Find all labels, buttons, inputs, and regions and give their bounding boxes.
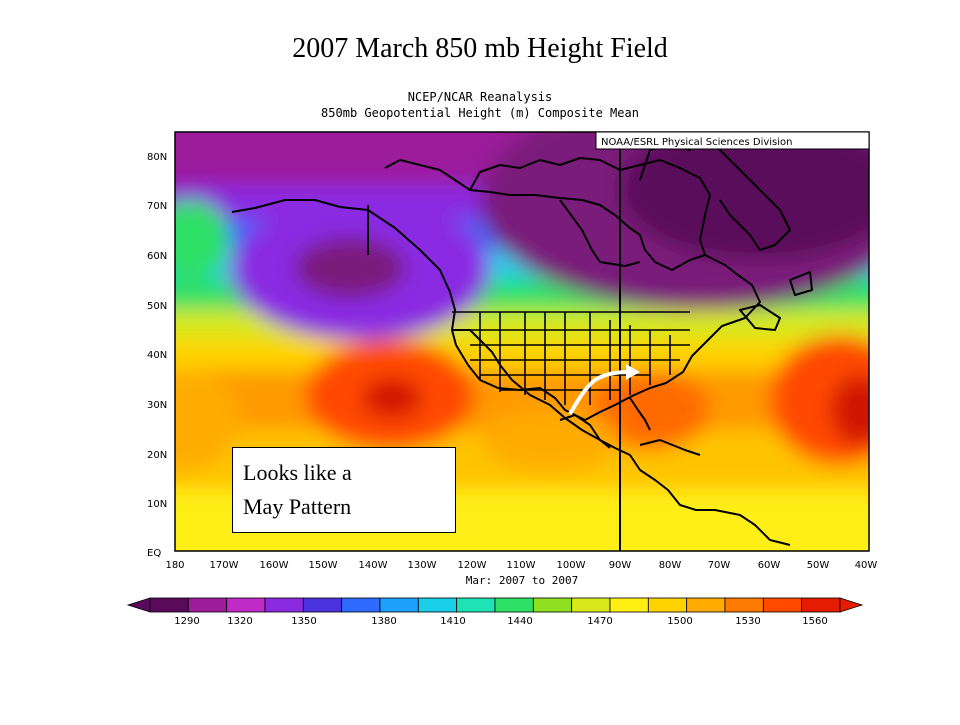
colorbar-swatch xyxy=(686,597,726,613)
colorbar-tick-label: 1320 xyxy=(227,616,252,627)
lon-label: 150W xyxy=(309,560,338,571)
annotation-line-1: Looks like a xyxy=(243,460,352,485)
colorbar-tick-label: 1500 xyxy=(667,616,692,627)
lon-label: 140W xyxy=(359,560,388,571)
lon-label: 80W xyxy=(659,560,682,571)
colorbar-swatch xyxy=(417,597,458,613)
colorbar-min-arrow xyxy=(126,597,151,613)
lat-label: 10N xyxy=(147,499,167,510)
colorbar-swatch xyxy=(187,597,228,613)
colorbar-tick-label: 1410 xyxy=(440,616,465,627)
colorbar-tick-label: 1380 xyxy=(371,616,396,627)
colorbar-swatch xyxy=(647,597,688,613)
colorbar-tick-label: 1350 xyxy=(291,616,316,627)
annotation-box: Looks like a May Pattern xyxy=(232,447,456,533)
map-header-dataset: NCEP/NCAR Reanalysis xyxy=(407,90,553,104)
lon-label: 110W xyxy=(507,560,536,571)
colorbar-tick-label: 1440 xyxy=(507,616,532,627)
lat-label: 20N xyxy=(147,450,167,461)
lat-label: 60N xyxy=(147,251,167,262)
colorbar-swatch xyxy=(609,597,649,613)
lat-label: 50N xyxy=(147,301,167,312)
lon-label: 130W xyxy=(408,560,437,571)
lat-label: EQ xyxy=(147,548,161,559)
colorbar-swatch xyxy=(456,597,496,613)
colorbar-max-arrow xyxy=(839,597,864,613)
annotation-line-2: May Pattern xyxy=(243,494,352,519)
colorbar-swatch xyxy=(379,597,419,613)
lon-label: 160W xyxy=(260,560,289,571)
map-header-variable: 850mb Geopotential Height (m) Composite … xyxy=(321,106,639,120)
colorbar-swatch xyxy=(762,597,803,613)
colorbar-swatch xyxy=(724,597,764,613)
state-boundaries xyxy=(452,311,690,405)
colorbar-swatch xyxy=(801,597,841,613)
lat-label: 40N xyxy=(147,350,167,361)
lon-label: 170W xyxy=(210,560,239,571)
longitude-labels: 180 170W 160W 150W 140W 130W 120W 110W 1… xyxy=(165,560,877,571)
colorbar-swatch xyxy=(532,597,573,613)
slide-title: 2007 March 850 mb Height Field xyxy=(292,33,668,64)
colorbar xyxy=(126,597,864,613)
lon-label: 60W xyxy=(758,560,781,571)
credit-text: NOAA/ESRL Physical Sciences Division xyxy=(601,137,793,148)
lon-label: 100W xyxy=(557,560,586,571)
colorbar-labels: 1290 1320 1350 1380 1410 1440 1470 1500 … xyxy=(174,616,827,627)
colorbar-tick-label: 1530 xyxy=(735,616,760,627)
lon-label: 90W xyxy=(609,560,632,571)
colorbar-swatch xyxy=(264,597,304,613)
date-range: Mar: 2007 to 2007 xyxy=(466,574,579,587)
colorbar-swatch xyxy=(226,597,266,613)
lat-label: 70N xyxy=(147,201,167,212)
lon-label: 50W xyxy=(807,560,830,571)
lon-label: 70W xyxy=(708,560,731,571)
colorbar-swatch xyxy=(494,597,534,613)
height-field xyxy=(175,132,869,551)
colorbar-tick-label: 1290 xyxy=(174,616,199,627)
colorbar-tick-label: 1560 xyxy=(802,616,827,627)
lon-label: 40W xyxy=(855,560,878,571)
colorbar-swatch xyxy=(341,597,381,613)
colorbar-swatch xyxy=(571,597,611,613)
flow-arrow-head xyxy=(626,364,640,380)
map-frame xyxy=(174,131,870,552)
lon-label: 180 xyxy=(165,560,184,571)
lat-label: 30N xyxy=(147,400,167,411)
latitude-labels: 80N 70N 60N 50N 40N 30N 20N 10N EQ xyxy=(147,152,167,559)
credit-box xyxy=(595,131,870,150)
colorbar-swatch xyxy=(149,597,189,613)
colorbar-tick-label: 1470 xyxy=(587,616,612,627)
lon-label: 120W xyxy=(458,560,487,571)
lat-label: 80N xyxy=(147,152,167,163)
colorbar-swatch xyxy=(302,597,343,613)
flow-arrow xyxy=(568,370,631,415)
